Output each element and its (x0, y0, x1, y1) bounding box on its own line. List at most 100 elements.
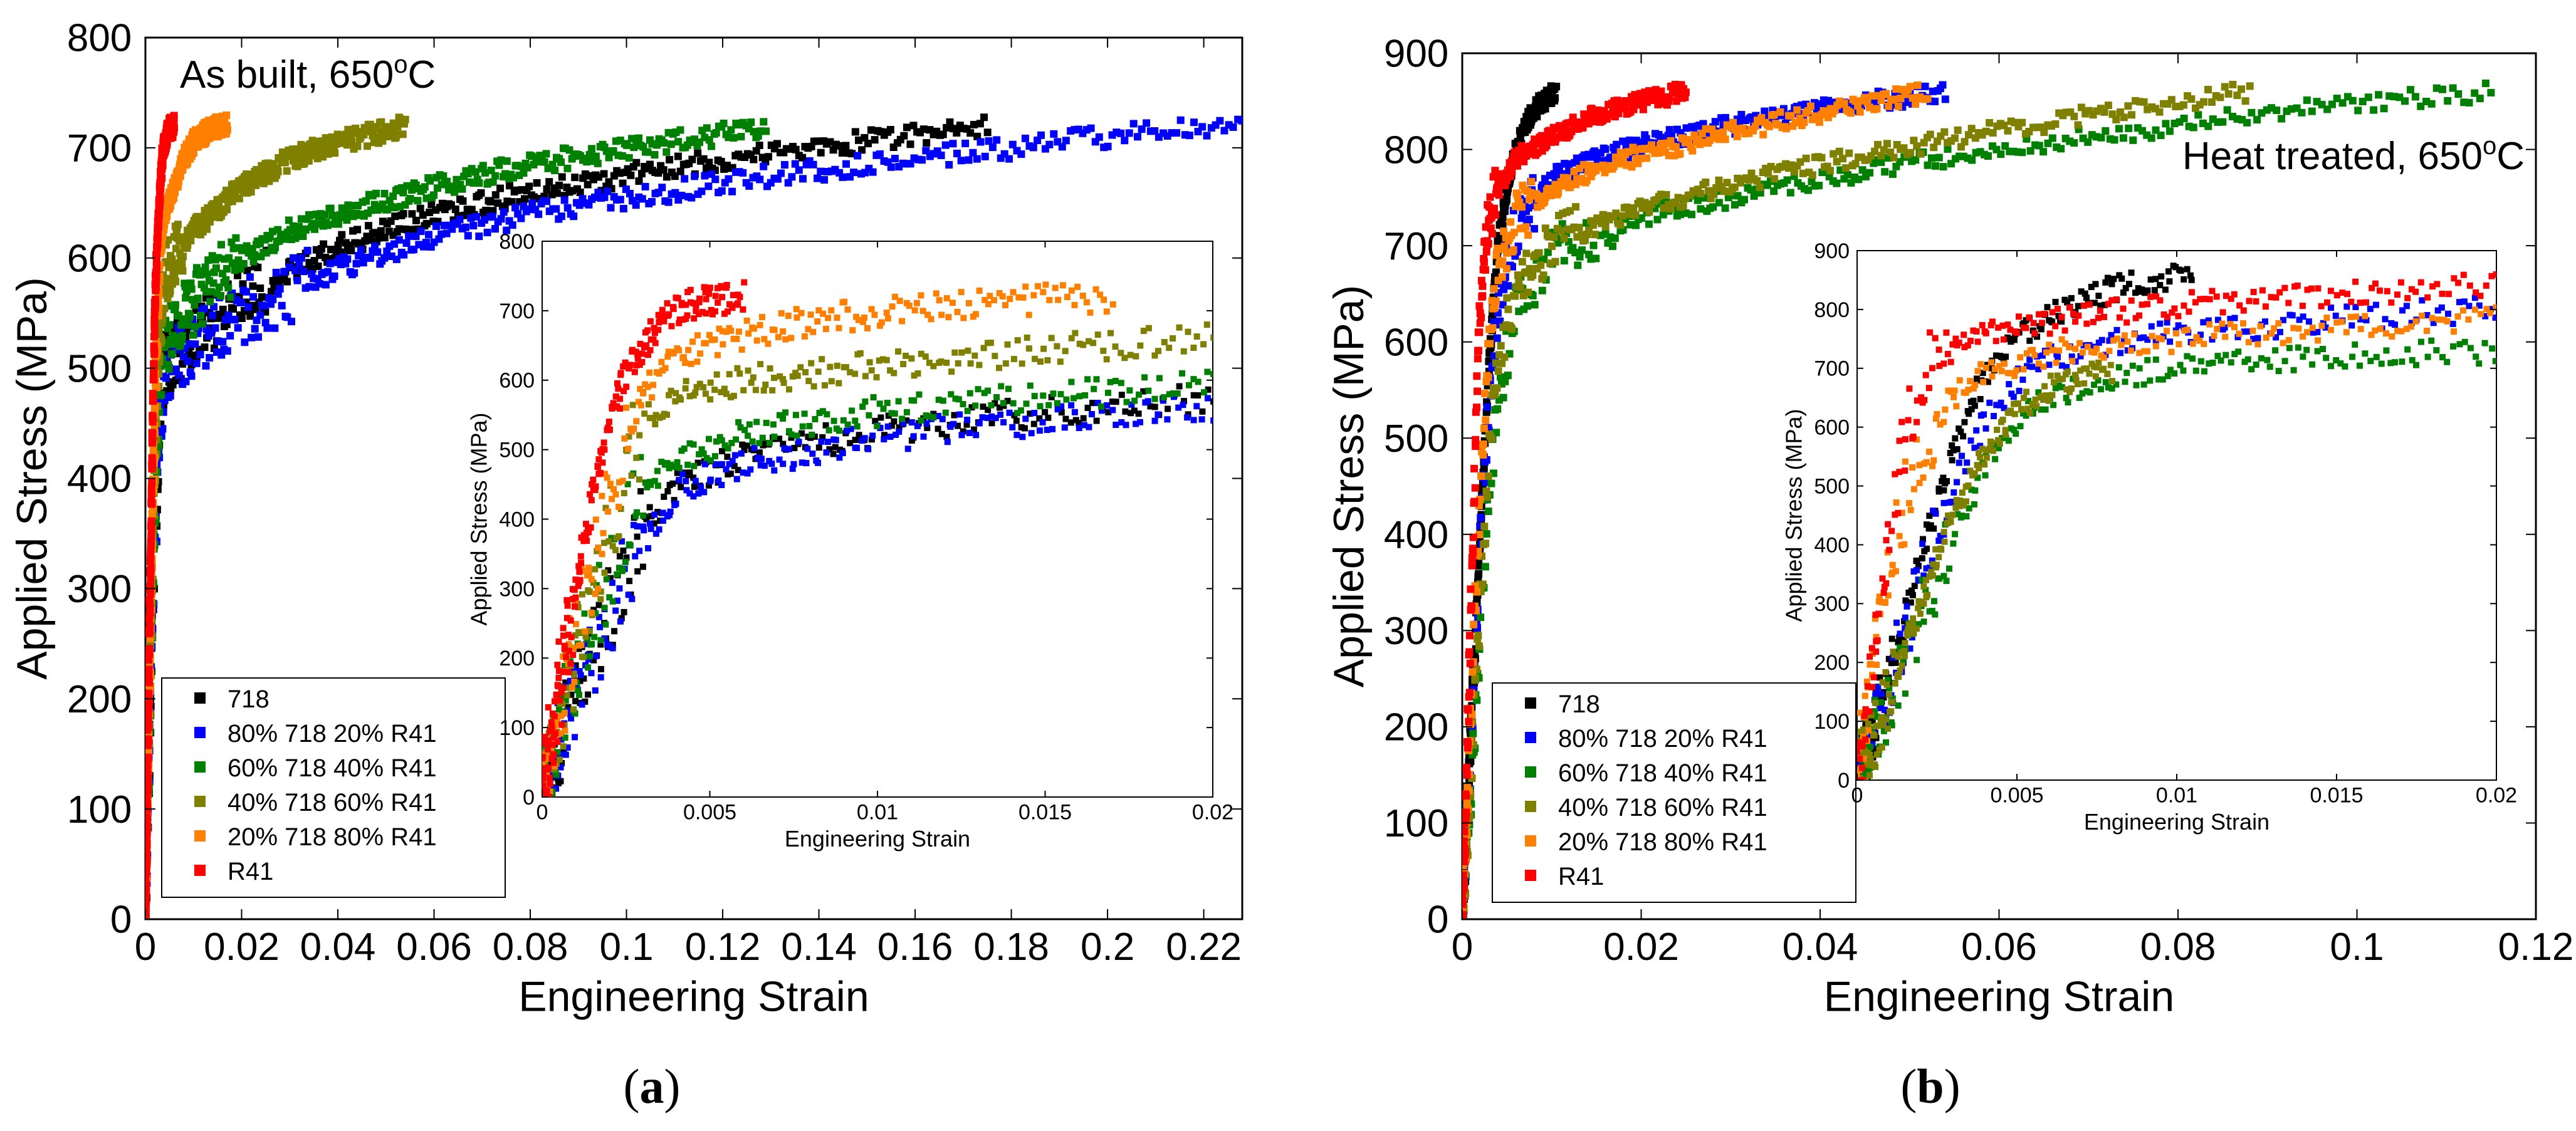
a-main-point (795, 166, 803, 174)
a-inset-point (647, 481, 654, 488)
a-main-point (517, 214, 525, 222)
a-inset-point (1052, 284, 1059, 291)
a-inset-point (590, 476, 597, 483)
a-inset-point (939, 415, 946, 422)
a-inset-point (771, 467, 778, 474)
a-main-point (426, 209, 434, 216)
a-inset-point (686, 393, 693, 400)
a-main-point (297, 215, 305, 223)
a-inset-point (987, 293, 993, 300)
a-inset-point (1044, 427, 1050, 433)
a-inset-point (599, 493, 605, 499)
a-inset-point (656, 370, 662, 377)
a-main-point (291, 266, 300, 274)
b-main-point (2303, 96, 2311, 104)
a-inset-point (647, 318, 654, 325)
a-inset-point (551, 712, 558, 719)
a-main-point (249, 258, 258, 266)
b-main-point (1653, 216, 1662, 224)
a-inset-point (1076, 393, 1083, 400)
a-main-point (481, 169, 490, 177)
a-main-point (953, 129, 961, 137)
b-main-point (1487, 479, 1495, 487)
a-main-y-tick-label: 400 (67, 457, 132, 501)
a-main-point (316, 251, 323, 259)
a-inset-point (699, 309, 706, 316)
a-inset-point (1113, 399, 1119, 405)
a-main-point (372, 125, 380, 133)
a-inset-point (666, 392, 673, 399)
b-main-point (1935, 154, 1943, 162)
a-inset-point (1059, 282, 1066, 289)
a-inset-point (562, 727, 568, 734)
a-main-point (1008, 140, 1017, 149)
a-main-point (737, 133, 745, 141)
b-main-point (1611, 234, 1619, 242)
a-inset-point (1141, 374, 1148, 381)
a-inset-point (950, 420, 957, 427)
a-inset-point (543, 770, 550, 777)
a-main-point (263, 324, 271, 332)
a-main-point (324, 221, 332, 229)
a-inset-point (1071, 395, 1077, 402)
a-inset-point (552, 763, 558, 769)
b-main-point (1533, 113, 1541, 121)
a-inset-point (1161, 339, 1168, 345)
a-main-point (187, 372, 196, 380)
b-main-point (1747, 185, 1755, 194)
a-inset-point (542, 775, 547, 782)
a-inset-point (951, 412, 958, 419)
a-inset-point (644, 484, 651, 491)
a-inset-point (876, 322, 883, 329)
a-main-legend-marker (194, 830, 206, 842)
a-main-point (149, 430, 157, 439)
a-inset-point (936, 297, 943, 304)
a-main-point (196, 350, 204, 358)
a-main-point (187, 237, 195, 244)
a-inset-point (1040, 289, 1047, 296)
a-inset-point (686, 490, 693, 497)
a-inset-point (567, 617, 574, 624)
a-inset-point (620, 608, 627, 615)
a-main-point (739, 169, 747, 177)
a-inset-point (1210, 417, 1213, 424)
a-inset-point (707, 379, 714, 386)
a-inset-point (1045, 414, 1052, 421)
a-inset-point (735, 467, 741, 474)
a-main-point (1125, 129, 1133, 137)
a-inset-point (605, 567, 612, 574)
a-inset-point (1019, 434, 1026, 440)
a-inset-point (1048, 394, 1055, 400)
a-main-point (148, 510, 156, 518)
a-inset-point (633, 418, 640, 425)
a-inset-point (780, 461, 787, 467)
b-main-point (2253, 116, 2261, 124)
a-inset-point (839, 450, 846, 456)
a-main-point (315, 279, 323, 288)
a-inset-point (633, 362, 640, 368)
a-inset-point (575, 604, 582, 611)
b-main-point (1939, 81, 1947, 89)
a-inset-point (862, 373, 869, 380)
a-inset-point (888, 422, 895, 429)
a-main-point (175, 372, 183, 379)
a-main-point (170, 114, 178, 122)
a-inset-point (559, 701, 566, 707)
a-inset-point (1084, 404, 1091, 411)
a-inset-point (748, 379, 755, 386)
a-main-y-tick-label: 0 (110, 899, 132, 942)
a-main-point (209, 279, 217, 287)
a-main-point (469, 222, 478, 230)
a-inset-point (585, 565, 592, 571)
a-inset-point (706, 435, 712, 442)
a-main-point (372, 189, 380, 197)
a-inset-point (1031, 410, 1038, 417)
a-inset-point (771, 434, 778, 440)
a-main-y-tick-label: 500 (67, 347, 132, 390)
b-main-point (1997, 150, 2005, 159)
a-main-point (623, 141, 631, 149)
b-main-point (1613, 140, 1621, 149)
a-inset-point (670, 305, 677, 312)
a-inset-point (587, 524, 594, 531)
a-inset-point (1123, 422, 1129, 429)
